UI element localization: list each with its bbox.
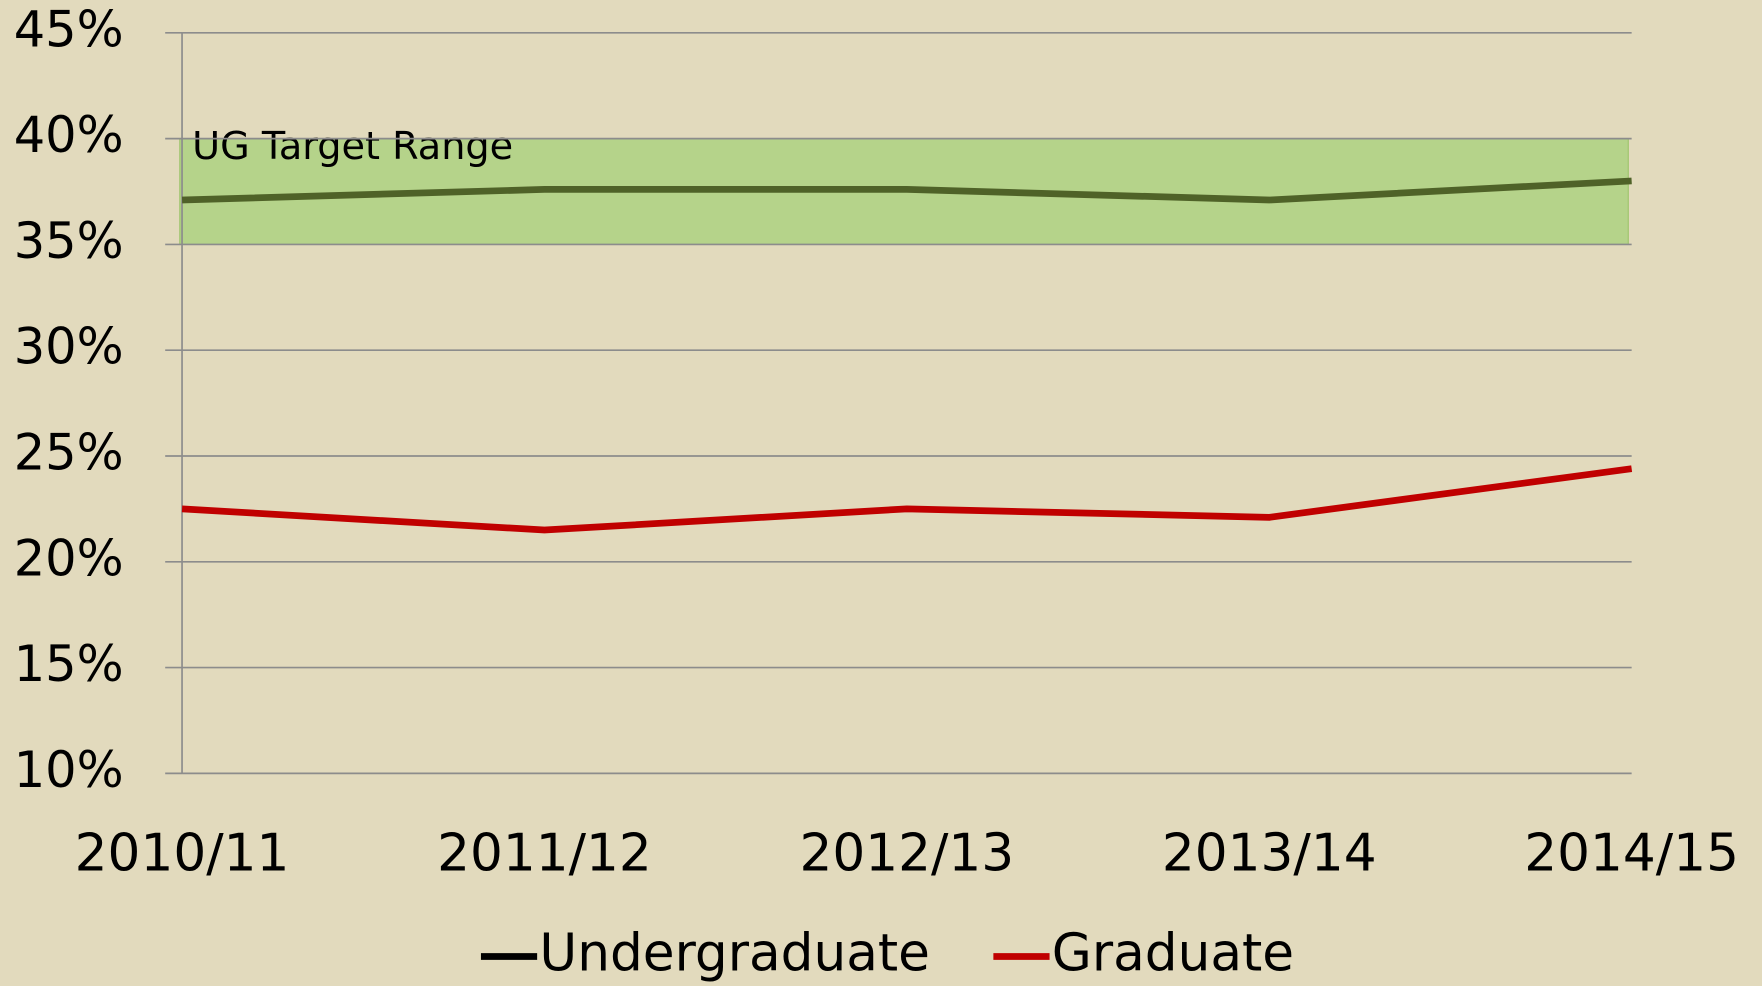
x-tick-label: 2012/13: [799, 824, 1014, 884]
y-tick-label: 10%: [14, 741, 124, 799]
y-tick-label: 40%: [14, 106, 124, 164]
y-tick-label: 30%: [14, 318, 124, 376]
y-tick-label: 25%: [14, 423, 124, 481]
x-tick-label: 2011/12: [437, 824, 652, 884]
series-line: [181, 465, 1633, 534]
target-range-label: UG Target Range: [192, 125, 513, 169]
legend-label: Graduate: [1052, 924, 1294, 984]
x-tick-label: 2013/14: [1162, 824, 1377, 884]
y-tick-label: 20%: [14, 529, 124, 587]
x-tick-label: 2014/15: [1524, 824, 1739, 884]
y-tick-label: 15%: [14, 635, 124, 693]
y-tick-label: 35%: [14, 212, 124, 270]
series-line: [181, 177, 1632, 204]
legend-label: Undergraduate: [539, 924, 930, 984]
x-tick-label: 2010/11: [75, 824, 290, 884]
y-tick-label: 45%: [14, 0, 124, 58]
